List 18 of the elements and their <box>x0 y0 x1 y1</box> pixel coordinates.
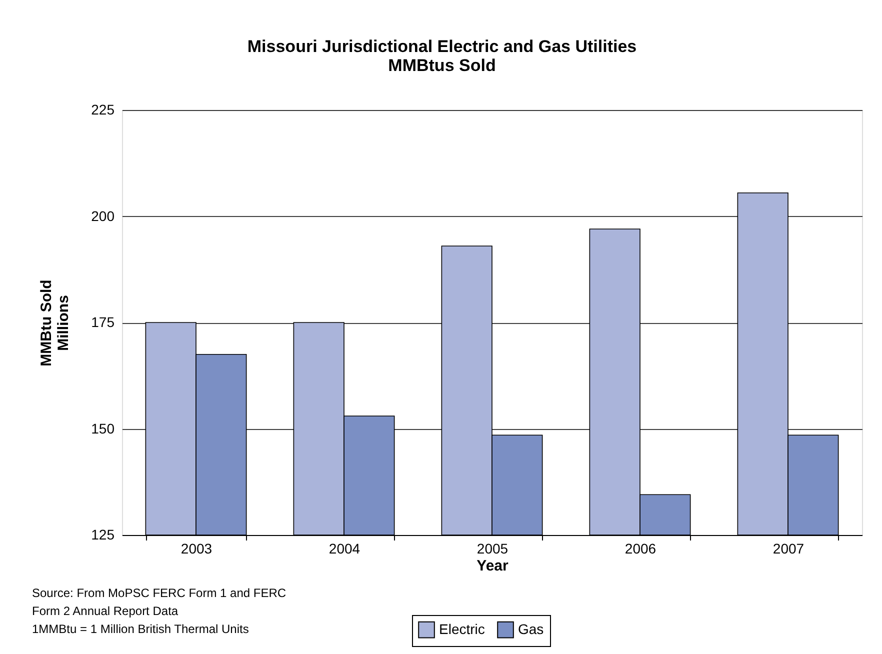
chart-title: Missouri Jurisdictional Electric and Gas Utilities MMBtus Sold <box>247 37 637 75</box>
y-axis-title: MMBtu Sold Millions <box>38 280 72 366</box>
text: Form 2 Annual Report Data <box>32 604 178 618</box>
legend-label: Electric <box>439 620 485 637</box>
y-tick-label: 150 <box>91 420 115 436</box>
x-tick-label: 2007 <box>772 540 804 556</box>
y-tick-label: 200 <box>91 208 115 224</box>
x-tick-label: 2006 <box>624 540 656 556</box>
x-tick-label: 2005 <box>476 540 508 556</box>
y-tick-label: 175 <box>91 314 115 330</box>
x-axis-title: Year <box>476 558 509 574</box>
y-tick-label: 225 <box>91 102 115 118</box>
text: 1MMBtu = 1 Million British Thermal Units <box>32 622 249 636</box>
y-tick-label: 125 <box>91 526 115 542</box>
x-tick-label: 2004 <box>328 540 360 556</box>
legend-label: Gas <box>518 620 544 637</box>
source-note: Source: From MoPSC FERC Form 1 and FERC <box>32 586 286 600</box>
x-tick-label: 2003 <box>180 540 212 556</box>
